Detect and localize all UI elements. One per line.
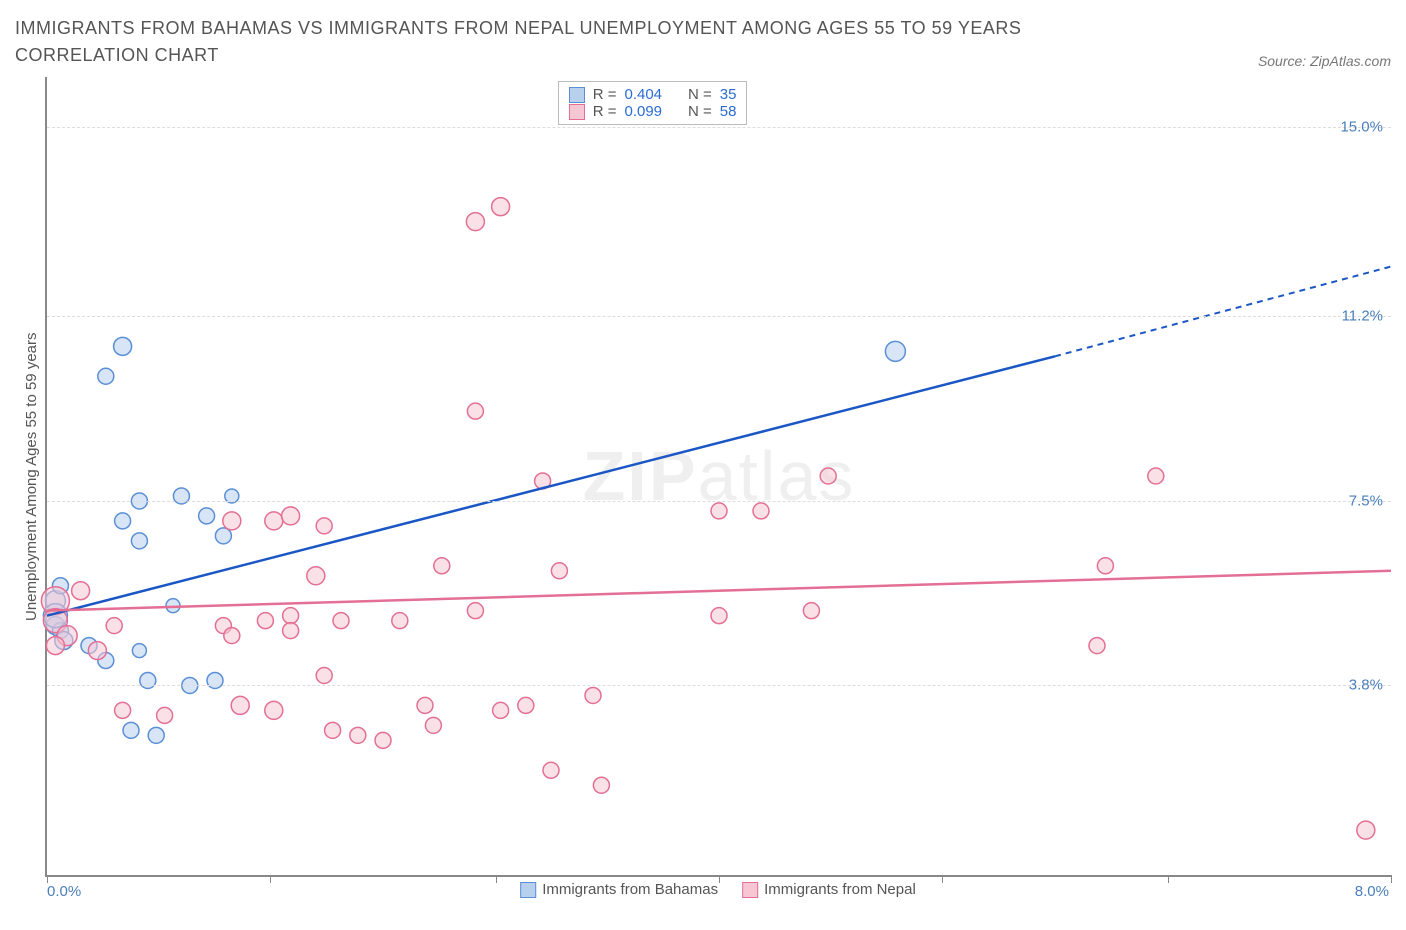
data-point (231, 696, 249, 714)
data-point (223, 512, 241, 530)
r-value: 0.404 (624, 86, 662, 103)
data-point (711, 608, 727, 624)
x-max-label: 8.0% (1355, 883, 1389, 900)
data-point (425, 717, 441, 733)
data-point (551, 563, 567, 579)
title-row: IMMIGRANTS FROM BAHAMAS VS IMMIGRANTS FR… (15, 15, 1391, 69)
y-tick-label: 3.8% (1349, 677, 1383, 694)
r-value: 0.099 (624, 103, 662, 120)
grid-line (47, 501, 1391, 502)
x-legend-item: Immigrants from Bahamas (520, 881, 718, 898)
legend-swatch (569, 104, 585, 120)
x-legend-item: Immigrants from Nepal (742, 881, 916, 898)
data-point (753, 503, 769, 519)
data-point (593, 777, 609, 793)
data-point (115, 513, 131, 529)
trend-line (47, 356, 1055, 615)
grid-line (47, 127, 1391, 128)
data-point (115, 702, 131, 718)
data-point (350, 727, 366, 743)
r-label: R = (593, 103, 617, 120)
data-point (157, 707, 173, 723)
data-point (257, 613, 273, 629)
correlation-chart: IMMIGRANTS FROM BAHAMAS VS IMMIGRANTS FR… (15, 15, 1391, 907)
x-axis-row: 0.0% Immigrants from BahamasImmigrants f… (45, 877, 1391, 907)
data-point (46, 637, 64, 655)
data-point (333, 613, 349, 629)
data-point (467, 603, 483, 619)
x-legend-label: Immigrants from Nepal (764, 881, 916, 898)
x-tick (1391, 875, 1392, 883)
trend-line (47, 571, 1391, 611)
data-point (283, 608, 299, 624)
data-point (885, 341, 905, 361)
n-value: 35 (720, 86, 737, 103)
data-point (114, 337, 132, 355)
data-point (72, 582, 90, 600)
data-point (466, 213, 484, 231)
x-min-label: 0.0% (47, 883, 81, 900)
data-point (265, 512, 283, 530)
data-point (199, 508, 215, 524)
data-point (325, 722, 341, 738)
y-tick-label: 11.2% (1342, 308, 1383, 325)
data-point (282, 507, 300, 525)
legend-row: R = 0.099 N = 58 (569, 103, 737, 120)
plot-area: ZIPatlas R =0.404N =35R =0.099N =58 3.8%… (45, 77, 1391, 877)
chart-title: IMMIGRANTS FROM BAHAMAS VS IMMIGRANTS FR… (15, 15, 1115, 69)
r-label: R = (593, 86, 617, 103)
data-point (123, 722, 139, 738)
data-point (711, 503, 727, 519)
data-point (434, 558, 450, 574)
data-point (392, 613, 408, 629)
source-label: Source: ZipAtlas.com (1258, 53, 1391, 69)
n-value: 58 (720, 103, 737, 120)
grid-line (47, 316, 1391, 317)
data-point (467, 403, 483, 419)
data-point (265, 701, 283, 719)
legend-box: R = 0.404 N = 35 R = 0.099 N = 58 (558, 81, 748, 125)
data-point (543, 762, 559, 778)
legend-row: R = 0.404 N = 35 (569, 86, 737, 103)
legend-swatch (742, 882, 758, 898)
data-point (316, 518, 332, 534)
plot-row: Unemployment Among Ages 55 to 59 years Z… (15, 77, 1391, 877)
data-point (820, 468, 836, 484)
data-point (307, 567, 325, 585)
data-point (492, 198, 510, 216)
y-axis-label: Unemployment Among Ages 55 to 59 years (15, 77, 45, 877)
data-point (1097, 558, 1113, 574)
x-legend: Immigrants from Bahamas Immigrants from N… (520, 881, 916, 898)
data-point (585, 687, 601, 703)
data-point (518, 697, 534, 713)
data-point (106, 618, 122, 634)
data-point (88, 642, 106, 660)
data-point (493, 702, 509, 718)
data-point (417, 697, 433, 713)
data-point (215, 528, 231, 544)
y-tick-label: 15.0% (1340, 118, 1383, 135)
data-point (224, 628, 240, 644)
legend-swatch (569, 87, 585, 103)
data-point (1357, 821, 1375, 839)
data-point (148, 727, 164, 743)
y-tick-label: 7.5% (1349, 492, 1383, 509)
n-label: N = (688, 86, 712, 103)
scatter-svg (47, 77, 1391, 875)
x-legend-label: Immigrants from Bahamas (542, 881, 718, 898)
grid-line (47, 685, 1391, 686)
data-point (316, 668, 332, 684)
n-label: N = (688, 103, 712, 120)
data-point (131, 533, 147, 549)
data-point (375, 732, 391, 748)
data-point (132, 644, 146, 658)
legend-swatch (520, 882, 536, 898)
data-point (803, 603, 819, 619)
data-point (98, 368, 114, 384)
data-point (283, 623, 299, 639)
data-point (1089, 638, 1105, 654)
data-point (1148, 468, 1164, 484)
